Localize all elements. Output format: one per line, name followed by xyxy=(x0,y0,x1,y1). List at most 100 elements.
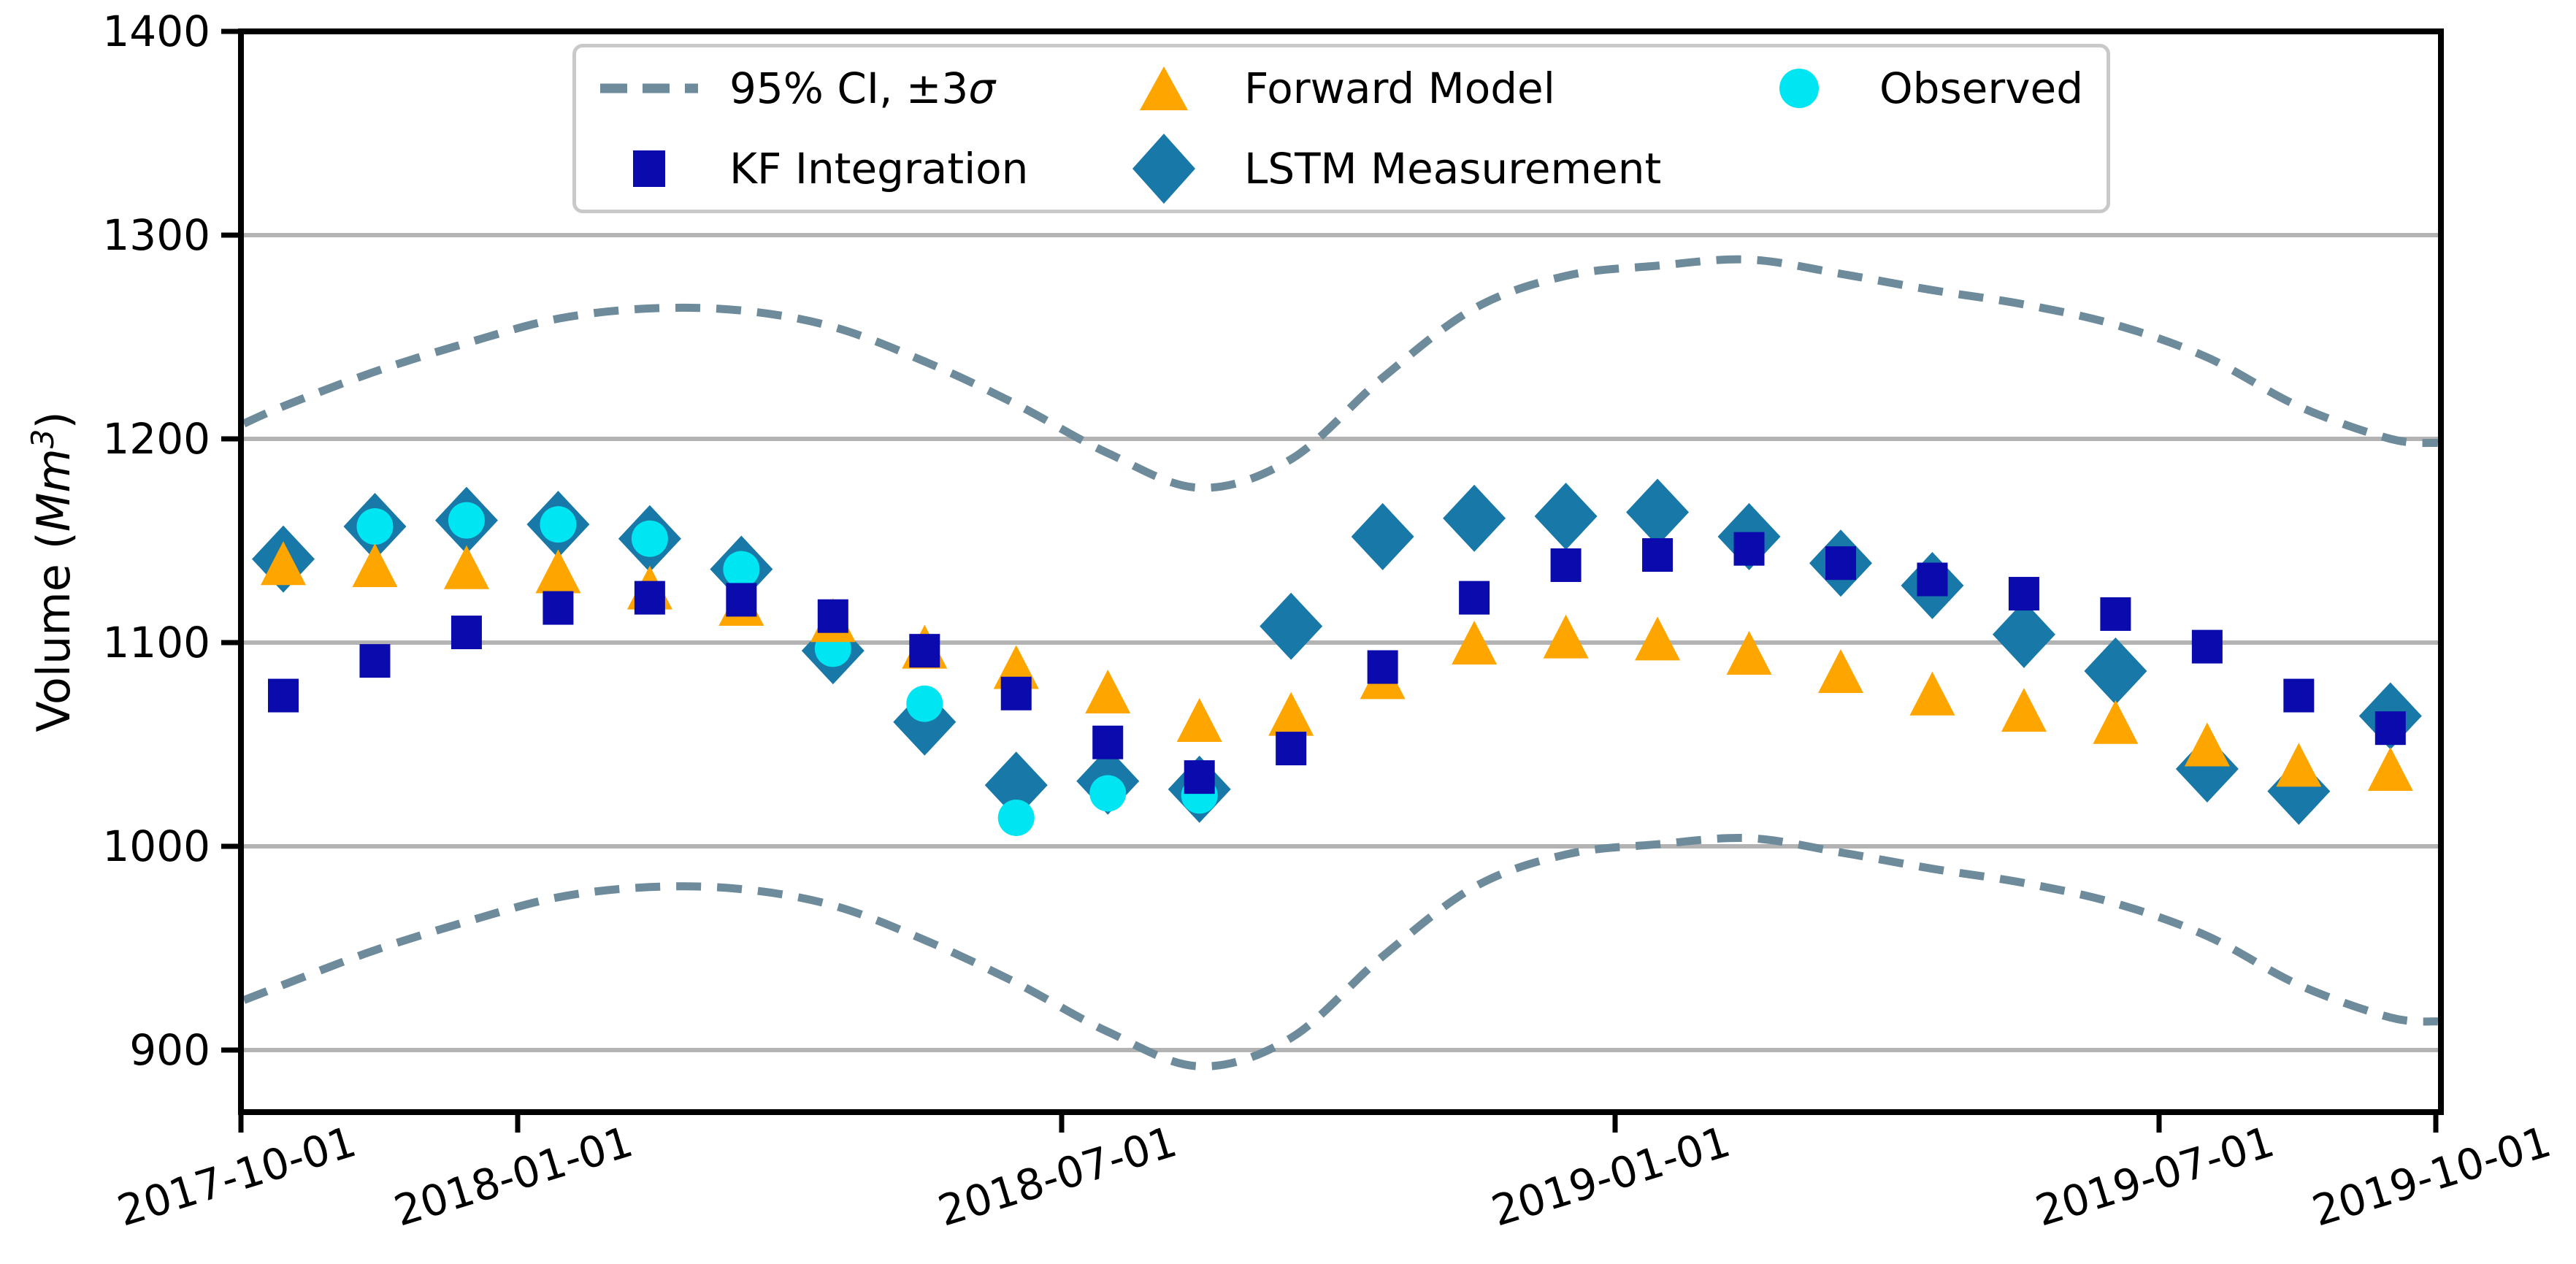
y-tick-label: 1200 xyxy=(102,414,210,464)
lstm-measurement-point xyxy=(1534,483,1598,551)
legend-column-1: 95% CI, ±3σ KF Integration xyxy=(576,53,1091,204)
x-tick-label: 2017-10-01 xyxy=(112,1116,361,1236)
legend-label-ci-text: 95% CI, ±3 xyxy=(729,64,969,113)
ci-upper-line xyxy=(242,255,2439,492)
kf-square-icon xyxy=(598,149,700,188)
forward-model-point xyxy=(1085,669,1131,713)
kf-integration-point xyxy=(817,599,848,633)
plot-frame xyxy=(238,28,2444,1115)
lstm-diamond-icon xyxy=(1113,132,1215,205)
lstm-measurement-point xyxy=(1992,600,2055,668)
legend-item-lstm: LSTM Measurement xyxy=(1091,134,1726,204)
kf-integration-point xyxy=(1825,546,1856,581)
x-tick-label: 2018-07-01 xyxy=(932,1116,1182,1236)
kf-integration-point xyxy=(451,616,482,650)
lstm-measurement-point xyxy=(984,751,1048,819)
observed-point xyxy=(356,507,394,545)
kf-integration-point xyxy=(359,644,391,678)
observed-circle-icon xyxy=(1748,67,1850,110)
forward-model-point xyxy=(2093,700,2139,744)
forward-triangle-icon xyxy=(1113,65,1215,112)
kf-integration-point xyxy=(1184,760,1215,794)
legend-label-forward: Forward Model xyxy=(1244,64,1555,113)
y-axis-label-prefix: Volume ( xyxy=(27,532,80,732)
y-tick-label: 1400 xyxy=(102,7,210,56)
data-points-group xyxy=(252,478,2422,836)
observed-point xyxy=(906,685,943,722)
kf-integration-point xyxy=(543,591,574,625)
legend-column-3: Observed xyxy=(1726,53,2107,204)
kf-integration-point xyxy=(909,634,940,668)
legend-label-ci: 95% CI, ±3σ xyxy=(729,64,995,113)
y-axis-label: Volume (Mm3) xyxy=(25,411,80,732)
observed-point xyxy=(448,502,485,539)
observed-point xyxy=(1089,775,1127,812)
y-tick-label: 1100 xyxy=(102,618,210,667)
y-axis-label-superscript: 3 xyxy=(25,429,61,449)
forward-model-point xyxy=(535,549,581,594)
y-tick-label: 1300 xyxy=(102,210,210,260)
ci-band-group xyxy=(242,255,2439,1070)
kf-integration-point xyxy=(726,583,757,617)
legend-label-ci-sigma: σ xyxy=(968,64,996,113)
kf-integration-point xyxy=(2283,678,2315,713)
kf-integration-point xyxy=(1642,538,1674,572)
kf-integration-point xyxy=(2100,597,2131,631)
kf-integration-point xyxy=(634,581,665,615)
kf-integration-point xyxy=(268,678,299,713)
forward-model-point xyxy=(352,543,398,587)
observed-point xyxy=(540,506,577,543)
forward-model-point xyxy=(1817,649,1863,694)
kf-integration-point xyxy=(1550,548,1582,582)
y-tick-label: 900 xyxy=(129,1025,210,1075)
x-tick-label: 2018-01-01 xyxy=(388,1116,638,1236)
lstm-measurement-point xyxy=(2175,735,2239,803)
legend-column-2: Forward Model LSTM Measurement xyxy=(1091,53,1726,204)
kf-integration-point xyxy=(1733,532,1765,566)
kf-integration-point xyxy=(1367,650,1398,684)
kf-integration-point xyxy=(2374,711,2406,746)
forward-model-point xyxy=(1176,698,1222,743)
observed-point xyxy=(723,551,760,588)
y-axis-label-italic: Mm xyxy=(27,448,80,532)
forward-model-point xyxy=(2367,746,2413,791)
legend: 95% CI, ±3σ KF Integration Forward Model xyxy=(572,44,2110,213)
kf-integration-point xyxy=(2008,577,2039,611)
forward-model-point xyxy=(1268,692,1314,736)
legend-item-observed: Observed xyxy=(1726,53,2107,123)
forward-model-point xyxy=(1635,616,1681,661)
kf-integration-point xyxy=(1000,676,1032,710)
gridlines-group xyxy=(244,233,2438,1052)
observed-point xyxy=(631,520,668,557)
ci-lower-line xyxy=(242,834,2439,1070)
forward-model-point xyxy=(1543,614,1589,659)
forward-model-point xyxy=(443,545,489,589)
kf-integration-point xyxy=(1092,725,1124,759)
forward-model-point xyxy=(2276,743,2322,787)
legend-label-lstm: LSTM Measurement xyxy=(1244,144,1662,194)
legend-label-kf: KF Integration xyxy=(729,144,1029,194)
x-tick-label: 2019-07-01 xyxy=(2030,1116,2280,1236)
ci-dashed-line-icon xyxy=(598,80,700,97)
lstm-measurement-point xyxy=(1626,478,1690,546)
kf-integration-point xyxy=(1276,732,1307,766)
observed-point xyxy=(997,799,1035,836)
lstm-measurement-point xyxy=(1351,502,1414,570)
lstm-measurement-point xyxy=(1260,592,1323,660)
kf-integration-point xyxy=(1917,562,1948,597)
forward-model-point xyxy=(1726,630,1772,675)
x-tick-label: 2019-10-01 xyxy=(2307,1116,2556,1236)
forward-model-point xyxy=(261,541,306,586)
y-axis-label-suffix: ) xyxy=(27,411,80,429)
legend-item-forward: Forward Model xyxy=(1091,53,1726,123)
forward-model-point xyxy=(2001,688,2047,732)
kf-integration-point xyxy=(1459,581,1490,615)
forward-model-point xyxy=(1909,671,1955,716)
lstm-measurement-point xyxy=(1443,484,1506,552)
tick-marks-group xyxy=(221,28,2439,1133)
legend-item-ci: 95% CI, ±3σ xyxy=(576,53,1091,123)
y-tick-label: 1000 xyxy=(102,821,210,871)
axes-frame-group xyxy=(238,28,2444,1115)
